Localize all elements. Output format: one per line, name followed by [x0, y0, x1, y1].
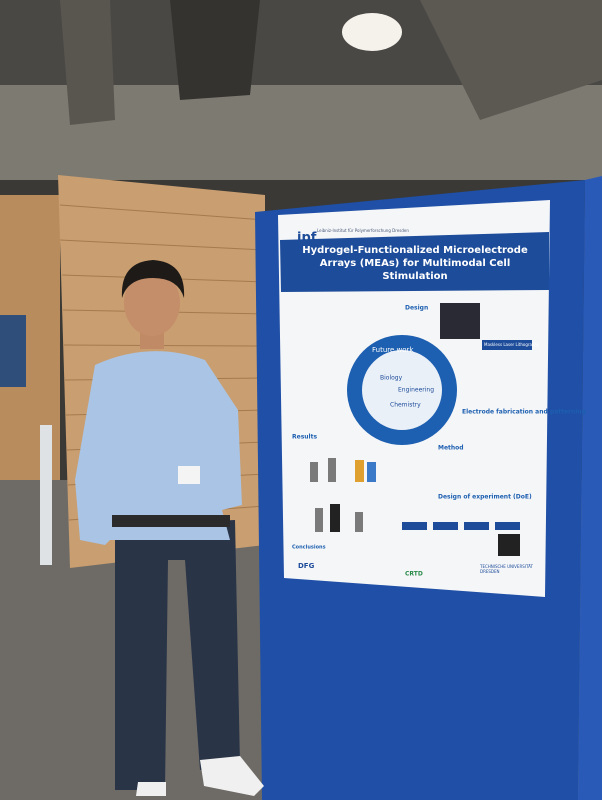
section-heading: Design — [405, 305, 428, 312]
footer-logo: CRTD — [405, 571, 423, 578]
board-side — [578, 176, 602, 800]
circle-label: Engineering — [398, 387, 434, 394]
person — [75, 260, 264, 796]
shoe — [136, 782, 166, 796]
shirt — [75, 351, 242, 545]
section-heading: Conclusions — [292, 545, 326, 551]
circle-label: Future work — [372, 346, 414, 354]
figure — [440, 303, 480, 339]
poster-tag: Maskless Laser Lithography — [484, 342, 540, 347]
tag-box — [482, 340, 532, 350]
ceiling-rib — [60, 0, 115, 125]
poster-institute: Leibniz-Institut für Polymerforschung Dr… — [317, 228, 409, 233]
hair — [121, 260, 185, 298]
face — [124, 270, 180, 336]
section-heading: Method — [438, 445, 464, 452]
footer-logo: TECHNISCHE UNIVERSITÄT DRESDEN — [480, 564, 533, 574]
ceiling-lamp — [342, 13, 402, 51]
ceiling-rib — [170, 0, 260, 100]
icon-row — [402, 522, 520, 556]
diagram-core — [362, 350, 442, 430]
ceiling-rib — [420, 0, 602, 120]
poster-title-bar — [280, 232, 549, 292]
poster-logo: ipf — [297, 231, 317, 246]
badge — [178, 466, 200, 484]
poster-title-box: Hydrogel-Functionalized Microelectrode A… — [302, 245, 528, 282]
footer-logo-box: TECHNISCHE UNIVERSITÄT DRESDEN — [480, 564, 533, 574]
stand — [40, 425, 52, 565]
section-heading: Design of experiment (DoE) — [438, 494, 532, 501]
trousers — [115, 520, 240, 790]
section-heading: Results — [292, 434, 317, 441]
bar-figure — [310, 458, 376, 532]
belt — [112, 515, 230, 527]
footer-logo: DFG — [298, 562, 315, 570]
section-heading: Electrode fabrication and patterning — [462, 409, 586, 416]
circle-label: Biology — [380, 375, 403, 382]
poster-title: Hydrogel-Functionalized Microelectrode A… — [302, 245, 528, 282]
circle-label: Chemistry — [390, 402, 421, 409]
wall-sign — [0, 315, 26, 387]
shoe — [200, 756, 264, 796]
